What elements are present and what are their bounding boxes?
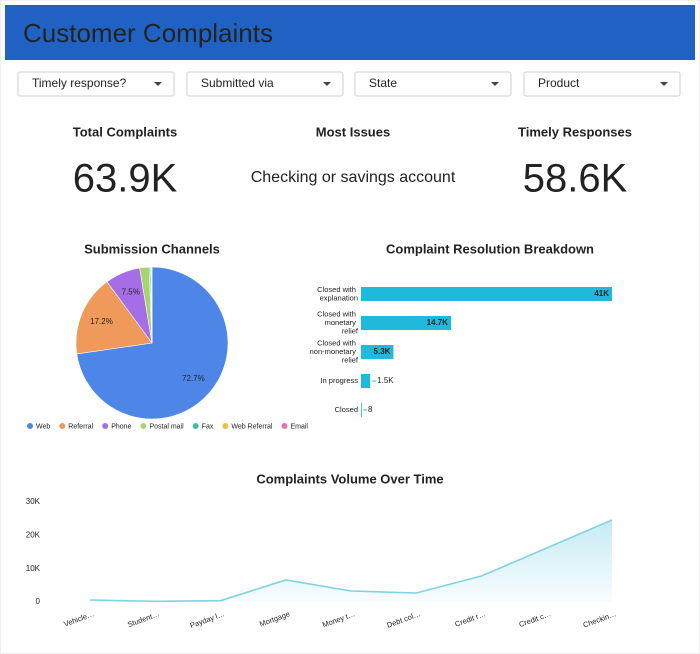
bar [361,345,394,359]
dropdown-label: State [369,76,397,90]
dropdown-label: Timely response? [32,76,127,90]
kpi-value: Checking or savings account [251,169,456,186]
chart-title: Submission Channels [84,241,220,256]
bar-category: Closed with monetary relief [317,309,359,335]
bar-category: Closed [335,405,358,414]
header-bar [5,5,695,60]
dropdown-box [354,71,512,97]
kpi-label: Most Issues [316,124,390,139]
dropdown-label: Submitted via [201,76,274,90]
dropdown-box [186,71,344,97]
area-fill [90,520,612,602]
legend-swatch [140,423,147,429]
dropdown-label: Product [538,76,580,90]
kpi-value: 58.6K [523,157,628,201]
bar-category: In progress [320,376,358,385]
legend-label: Web [36,423,50,430]
kpi-label: Timely Responses [518,124,632,139]
legend-swatch [222,423,229,429]
slice-label: 72.7% [182,374,205,383]
legend-label: Email [290,423,308,430]
filter-dropdown[interactable]: Timely response? [17,71,175,97]
bar-value: 14.7K [427,318,449,327]
pie-slice [75,281,153,355]
legend-swatch [59,423,66,429]
chart-title: Complaint Resolution Breakdown [386,241,594,256]
chart-title: Complaints Volume Over Time [256,471,443,486]
legend-label: Fax [202,423,214,430]
line [89,519,613,603]
bar-value: 5.3K [374,347,391,356]
bar-value: 8 [368,405,373,414]
legend-label: Postal mail [149,423,184,430]
y-tick-label: 0 [36,597,41,606]
bar [361,316,451,330]
bar-value: 41K [594,289,609,298]
bar [361,374,371,388]
legend-swatch [281,423,288,429]
y-tick-label: 10K [26,564,41,573]
y-tick-label: 20K [26,530,41,539]
slice-label: 7.5% [122,288,140,297]
bar-value: 1.5K [377,376,394,385]
kpi-value: 63.9K [73,157,178,201]
slice-label: 17.2% [90,317,113,326]
legend-swatch [192,423,199,429]
legend-label: Phone [111,423,131,430]
header-title: Customer Complaints [23,18,273,48]
legend-swatch [102,423,109,429]
bar [361,287,612,301]
legend-label: Referral [68,423,93,430]
y-tick-label: 30K [26,497,41,506]
dropdown-box [17,71,175,97]
dropdown-box [523,71,681,97]
dropdown-arrow [323,82,331,86]
filter-dropdown[interactable]: Submitted via [186,71,344,97]
kpi-label: Total Complaints [73,124,177,139]
bar-category: Closed with explanation [317,285,358,303]
bar-category: Closed with non-monetary relief [310,338,359,364]
filter-dropdown[interactable]: State [354,71,512,97]
bar [361,403,362,417]
legend-label: Web Referral [231,423,273,430]
dropdown-arrow [660,82,668,86]
filter-dropdown[interactable]: Product [523,71,681,97]
dropdown-arrow [154,82,162,86]
dropdown-arrow [491,82,499,86]
legend-swatch [27,423,33,429]
